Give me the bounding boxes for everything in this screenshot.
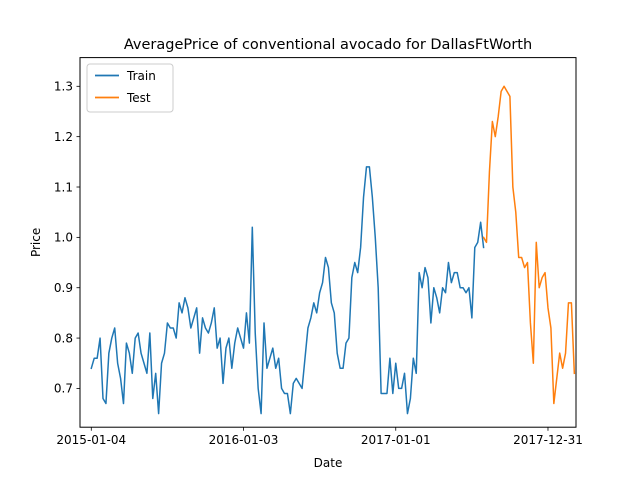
- y-tick-label: 1.3: [54, 80, 73, 94]
- x-tick-label: 2017-01-01: [361, 433, 431, 447]
- chart-title: AveragePrice of conventional avocado for…: [124, 37, 532, 53]
- y-tick-label: 0.9: [54, 281, 73, 295]
- y-tick-label: 1.0: [54, 231, 73, 245]
- x-axis-label: Date: [314, 456, 343, 470]
- y-tick-label: 1.2: [54, 130, 73, 144]
- x-tick-label: 2016-01-03: [209, 433, 279, 447]
- x-tick-label: 2017-12-31: [513, 433, 583, 447]
- legend: Train Test: [87, 64, 173, 112]
- x-tick-label: 2015-01-04: [56, 433, 126, 447]
- legend-label-test: Test: [126, 91, 151, 105]
- y-tick-label: 0.8: [54, 331, 73, 345]
- y-tick-label: 0.7: [54, 382, 73, 396]
- legend-label-train: Train: [126, 69, 156, 83]
- y-tick-label: 1.1: [54, 180, 73, 194]
- y-axis-label: Price: [29, 228, 43, 257]
